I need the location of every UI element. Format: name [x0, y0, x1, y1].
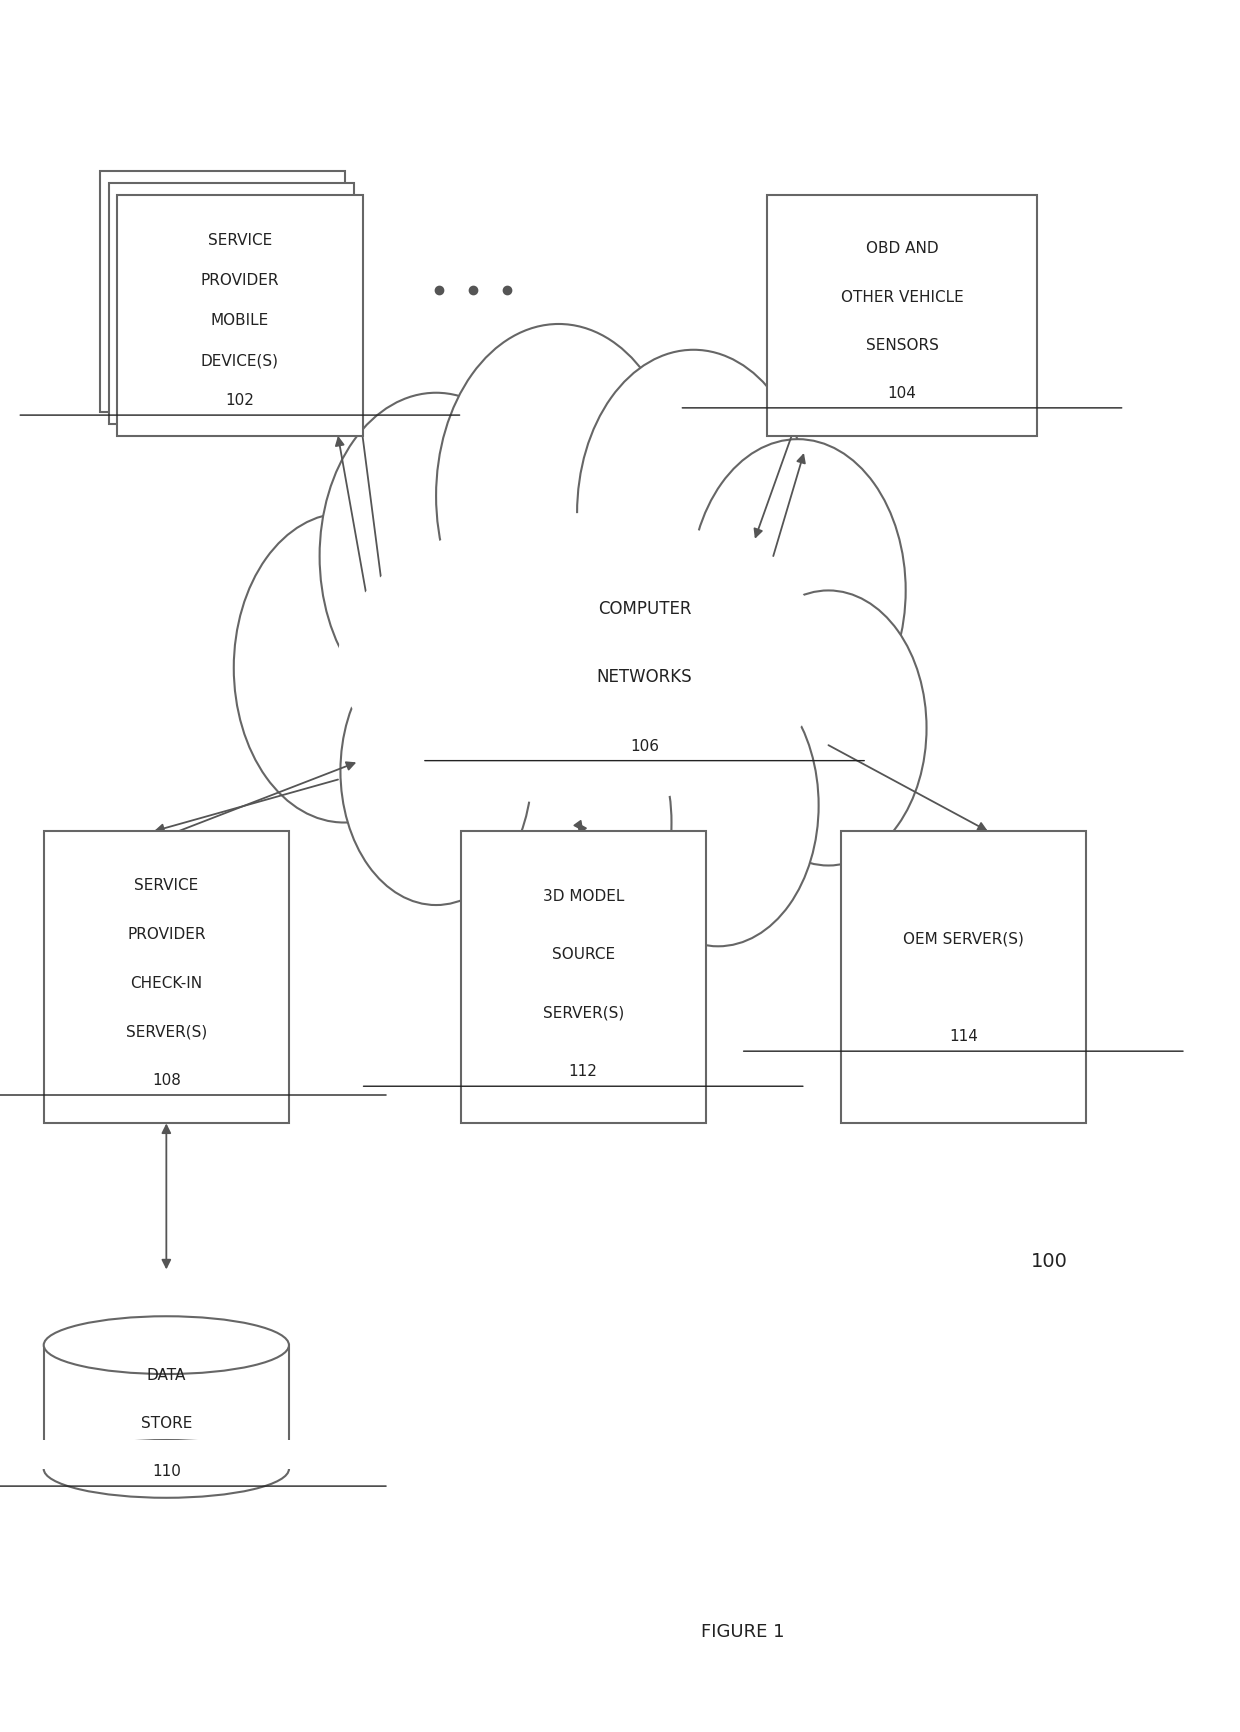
Text: 114: 114	[949, 1029, 978, 1044]
Text: DATA: DATA	[146, 1367, 186, 1382]
Text: NETWORKS: NETWORKS	[596, 669, 692, 686]
Text: COMPUTER: COMPUTER	[598, 599, 691, 617]
Text: 102: 102	[226, 393, 254, 407]
Text: PROVIDER: PROVIDER	[201, 272, 279, 288]
Text: SERVICE: SERVICE	[208, 232, 272, 248]
Circle shape	[689, 440, 905, 743]
Text: SOURCE: SOURCE	[552, 947, 615, 961]
Text: 100: 100	[1030, 1252, 1068, 1271]
Ellipse shape	[43, 1316, 289, 1373]
Text: MOBILE: MOBILE	[211, 313, 269, 327]
Text: 108: 108	[153, 1072, 181, 1088]
Circle shape	[341, 637, 532, 906]
Circle shape	[436, 326, 681, 669]
FancyBboxPatch shape	[460, 831, 706, 1124]
Text: 104: 104	[888, 386, 916, 400]
Bar	[43, 1346, 289, 1469]
Text: OBD AND: OBD AND	[866, 241, 939, 256]
Bar	[37, 1441, 295, 1469]
Circle shape	[320, 393, 553, 721]
Text: 106: 106	[630, 738, 658, 753]
Text: 112: 112	[569, 1063, 598, 1079]
Text: OEM SERVER(S): OEM SERVER(S)	[903, 932, 1024, 946]
Text: FIGURE 1: FIGURE 1	[701, 1621, 785, 1640]
Text: STORE: STORE	[140, 1415, 192, 1431]
Circle shape	[234, 514, 455, 823]
Text: SERVER(S): SERVER(S)	[125, 1024, 207, 1039]
Text: SERVICE: SERVICE	[134, 878, 198, 892]
Text: SERVER(S): SERVER(S)	[543, 1005, 624, 1020]
Text: 110: 110	[153, 1464, 181, 1479]
Ellipse shape	[339, 514, 828, 805]
Text: CHECK-IN: CHECK-IN	[130, 975, 202, 991]
FancyBboxPatch shape	[841, 831, 1086, 1124]
FancyBboxPatch shape	[109, 184, 353, 424]
FancyBboxPatch shape	[43, 831, 289, 1124]
Circle shape	[618, 665, 818, 947]
Text: PROVIDER: PROVIDER	[126, 927, 206, 942]
Text: OTHER VEHICLE: OTHER VEHICLE	[841, 289, 963, 305]
FancyBboxPatch shape	[100, 171, 346, 412]
FancyBboxPatch shape	[118, 196, 362, 436]
Text: DEVICE(S): DEVICE(S)	[201, 353, 279, 367]
Circle shape	[470, 682, 672, 965]
Circle shape	[577, 350, 810, 677]
Ellipse shape	[43, 1441, 289, 1498]
Circle shape	[730, 591, 926, 866]
FancyBboxPatch shape	[768, 196, 1037, 436]
Text: 3D MODEL: 3D MODEL	[543, 889, 624, 904]
Text: SENSORS: SENSORS	[866, 338, 939, 353]
